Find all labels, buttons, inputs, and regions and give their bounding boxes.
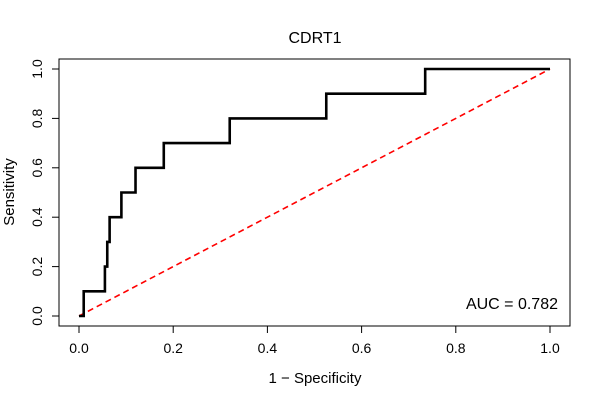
- x-tick-label: 0.6: [352, 340, 372, 356]
- chart-title: CDRT1: [288, 30, 341, 47]
- y-tick-label: 1.0: [29, 59, 45, 79]
- y-tick-label: 0.8: [29, 108, 45, 128]
- x-tick-label: 0.2: [163, 340, 183, 356]
- y-tick-label: 0.2: [29, 257, 45, 277]
- y-tick-label: 0.4: [29, 207, 45, 227]
- y-tick-label: 0.0: [29, 306, 45, 326]
- y-tick-label: 0.6: [29, 158, 45, 178]
- x-axis-label: 1 − Specificity: [269, 370, 362, 387]
- reference-diagonal-line: [78, 68, 551, 317]
- x-axis: 0.0 0.2 0.4 0.6 0.8 1.0: [69, 325, 560, 356]
- x-tick-label: 0.0: [69, 340, 89, 356]
- y-axis: 0.0 0.2 0.4 0.6 0.8 1.0: [29, 59, 60, 326]
- x-tick-label: 0.8: [446, 340, 466, 356]
- series-layer: [78, 67, 551, 318]
- x-tick-label: 0.4: [258, 340, 278, 356]
- auc-annotation: AUC = 0.782: [466, 296, 558, 313]
- y-axis-label: Sensitivity: [1, 158, 18, 226]
- x-tick-label: 1.0: [540, 340, 560, 356]
- roc-curve-line: [79, 67, 550, 318]
